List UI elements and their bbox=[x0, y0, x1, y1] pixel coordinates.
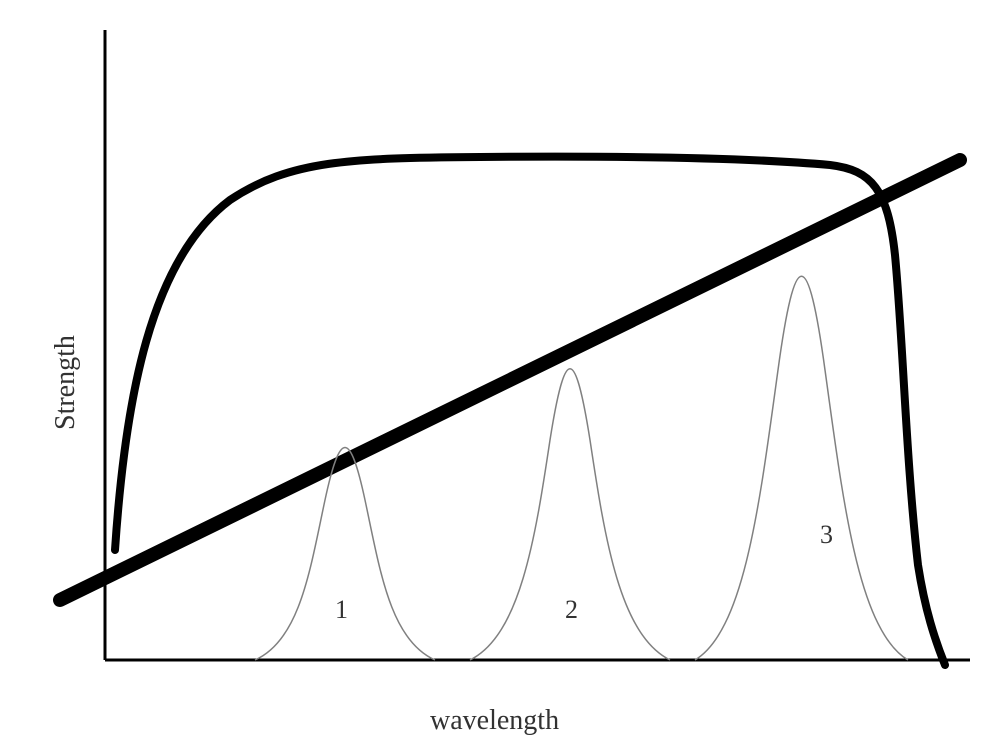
chart-svg bbox=[0, 0, 1000, 750]
peak-3-label: 3 bbox=[820, 520, 833, 550]
y-axis-label: Strength bbox=[50, 335, 82, 430]
peak-2-label: 2 bbox=[565, 595, 578, 625]
chart-container: Strength wavelength 1 2 3 bbox=[0, 0, 1000, 750]
x-axis-label: wavelength bbox=[430, 705, 559, 737]
peak-1-curve bbox=[255, 448, 435, 661]
peak-1-label: 1 bbox=[335, 595, 348, 625]
peak-3-curve bbox=[695, 276, 908, 660]
